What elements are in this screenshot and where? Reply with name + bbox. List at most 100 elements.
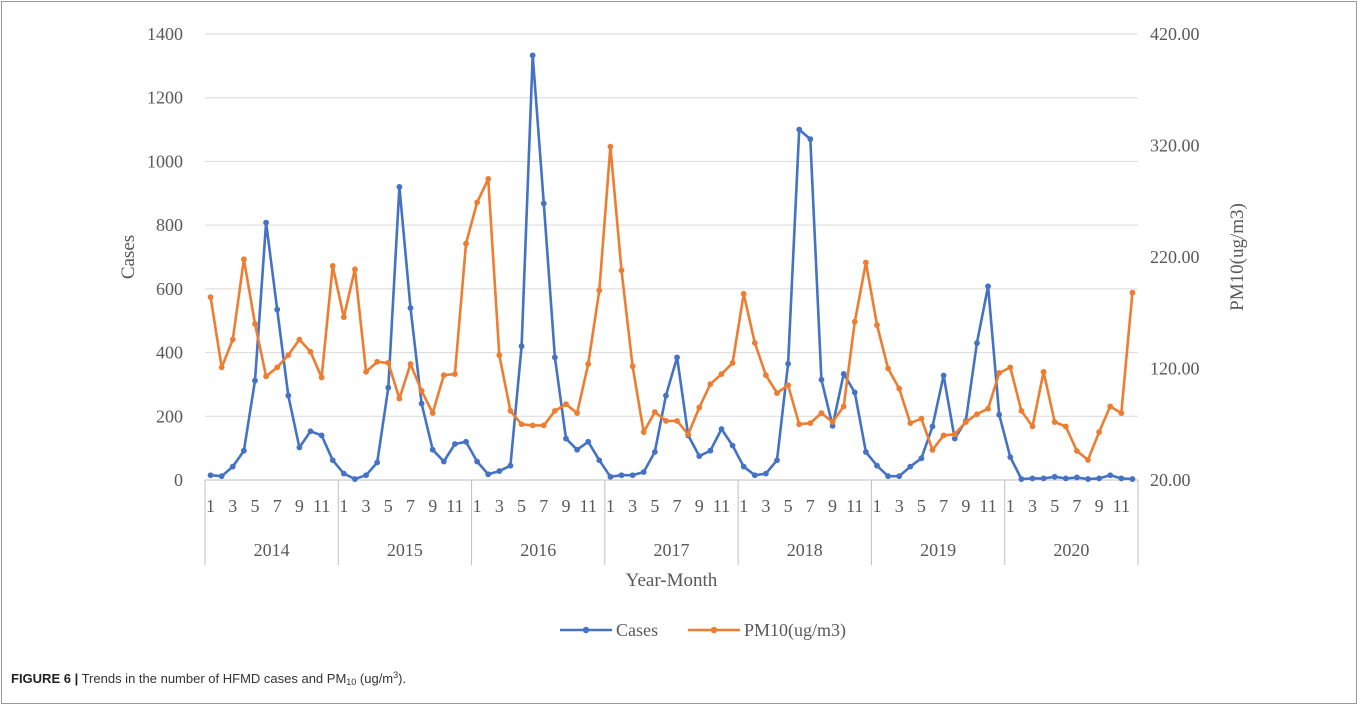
data-point-cases xyxy=(229,463,236,470)
data-point-cases xyxy=(851,389,858,396)
data-point-cases xyxy=(663,392,669,399)
data-point-pm10 xyxy=(1007,364,1014,371)
data-point-cases xyxy=(774,457,780,464)
month-tick-label: 11 xyxy=(846,496,863,516)
data-point-cases xyxy=(1040,475,1047,482)
data-point-cases xyxy=(729,442,736,449)
data-point-cases xyxy=(329,457,336,464)
month-tick-label: 9 xyxy=(828,496,837,516)
data-point-cases xyxy=(385,384,392,391)
data-point-cases xyxy=(974,340,980,346)
data-point-cases xyxy=(429,446,436,453)
data-point-cases xyxy=(707,447,714,454)
month-tick-label: 9 xyxy=(561,496,570,516)
data-point-cases xyxy=(274,306,281,313)
y-tick-label: 200 xyxy=(156,406,183,426)
month-tick-label: 5 xyxy=(517,496,526,516)
data-point-cases xyxy=(496,468,503,474)
data-point-pm10 xyxy=(407,361,414,367)
caption-superscript: 3 xyxy=(393,670,399,680)
month-tick-label: 3 xyxy=(628,496,637,516)
data-point-pm10 xyxy=(318,374,325,381)
data-point-cases xyxy=(207,472,214,479)
data-point-pm10 xyxy=(651,409,658,415)
data-point-cases xyxy=(929,423,936,430)
data-point-pm10 xyxy=(640,429,647,435)
data-point-cases xyxy=(1018,476,1025,482)
month-tick-label: 3 xyxy=(228,496,237,516)
data-point-cases xyxy=(596,457,603,464)
data-point-cases xyxy=(507,462,514,469)
month-tick-label: 9 xyxy=(295,496,304,516)
data-point-pm10 xyxy=(452,371,458,377)
data-point-pm10 xyxy=(663,418,669,424)
data-point-pm10 xyxy=(740,290,747,297)
data-point-pm10 xyxy=(729,360,736,366)
data-point-pm10 xyxy=(629,363,636,370)
y-tick-label: 800 xyxy=(156,215,183,235)
data-point-cases xyxy=(996,411,1003,418)
y2-tick-label: 220.00 xyxy=(1150,247,1200,267)
data-point-pm10 xyxy=(618,267,625,274)
data-point-pm10 xyxy=(974,411,980,418)
data-point-pm10 xyxy=(707,381,714,388)
month-tick-label: 5 xyxy=(784,496,793,516)
data-point-cases xyxy=(240,447,247,454)
data-point-pm10 xyxy=(385,360,392,366)
y-tick-label: 600 xyxy=(156,279,183,299)
data-point-cases xyxy=(374,459,381,466)
y-axis-title: Cases xyxy=(118,235,139,279)
data-point-cases xyxy=(218,473,225,480)
data-point-pm10 xyxy=(885,365,891,372)
data-point-cases xyxy=(874,462,880,469)
data-point-pm10 xyxy=(829,419,836,425)
month-tick-label: 5 xyxy=(384,496,393,516)
data-point-pm10 xyxy=(285,352,292,359)
data-point-pm10 xyxy=(218,364,225,371)
data-point-cases xyxy=(607,473,614,480)
y2-axis-title: PM10(ug/m3) xyxy=(1227,203,1248,311)
y-tick-label: 0 xyxy=(174,470,183,490)
data-point-pm10 xyxy=(263,373,269,380)
data-point-pm10 xyxy=(696,404,703,411)
data-point-cases xyxy=(529,52,536,59)
data-point-pm10 xyxy=(718,371,725,377)
data-point-pm10 xyxy=(851,318,858,325)
month-tick-label: 3 xyxy=(895,496,904,516)
data-point-cases xyxy=(263,219,269,226)
data-point-pm10 xyxy=(940,432,947,439)
month-tick-label: 1 xyxy=(473,496,482,516)
data-point-pm10 xyxy=(551,407,558,414)
month-tick-label: 7 xyxy=(273,496,282,516)
data-point-pm10 xyxy=(1129,289,1136,296)
series-line-pm10 xyxy=(209,145,1134,462)
data-point-cases xyxy=(352,476,358,482)
data-point-cases xyxy=(896,473,903,480)
data-point-pm10 xyxy=(674,418,680,424)
data-point-pm10 xyxy=(818,410,825,416)
data-point-pm10 xyxy=(252,321,258,327)
data-point-pm10 xyxy=(396,395,403,402)
data-point-pm10 xyxy=(1118,410,1125,416)
data-point-pm10 xyxy=(240,256,247,263)
legend-label: Cases xyxy=(616,620,658,640)
month-tick-label: 5 xyxy=(1050,496,1059,516)
data-point-cases xyxy=(818,376,825,383)
data-point-pm10 xyxy=(507,407,514,414)
data-point-cases xyxy=(363,472,369,479)
data-point-pm10 xyxy=(1107,403,1114,410)
data-point-cases xyxy=(651,449,658,455)
data-point-cases xyxy=(640,469,647,475)
month-tick-label: 3 xyxy=(495,496,504,516)
caption-text-mid: (ug/m xyxy=(356,671,394,686)
data-point-cases xyxy=(785,360,792,367)
legend-label: PM10(ug/m3) xyxy=(744,620,846,641)
year-label: 2019 xyxy=(920,540,956,560)
month-tick-label: 9 xyxy=(961,496,970,516)
data-point-pm10 xyxy=(996,370,1003,376)
month-tick-label: 1 xyxy=(1006,496,1015,516)
month-tick-label: 11 xyxy=(979,496,996,516)
series-line-cases xyxy=(210,53,1133,481)
data-point-pm10 xyxy=(229,336,236,343)
data-point-pm10 xyxy=(918,415,925,422)
